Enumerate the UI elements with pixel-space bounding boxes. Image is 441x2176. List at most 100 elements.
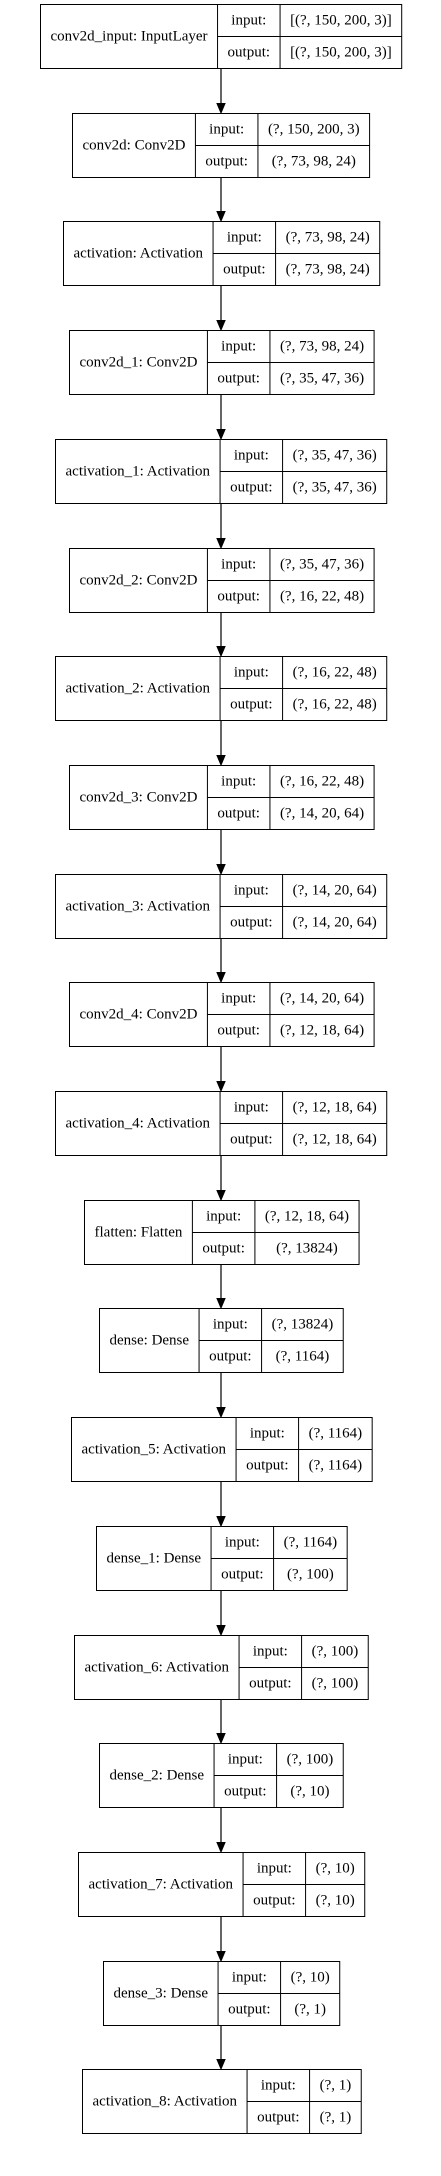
input-label: input: xyxy=(234,448,269,464)
layer-name: conv2d_input: InputLayer xyxy=(51,29,208,45)
output-shape: (?, 35, 47, 36) xyxy=(293,480,377,496)
output-label: output: xyxy=(246,1458,289,1474)
output-label: output: xyxy=(249,1676,292,1692)
edge-arrow xyxy=(216,1046,226,1093)
input-label: input: xyxy=(221,339,256,355)
input-label: input: xyxy=(206,1209,241,1225)
input-label: input: xyxy=(250,1426,285,1442)
layer-node: activation_4: Activation input: output: (?,… xyxy=(55,1091,388,1156)
layer-name: conv2d_4: Conv2D xyxy=(80,1007,198,1023)
output-label: output: xyxy=(217,1023,260,1039)
output-label: output: xyxy=(257,2110,300,2126)
layer-node: conv2d_2: Conv2D input: output: (?, 35, 47,… xyxy=(69,548,375,613)
edge-arrow xyxy=(216,1155,226,1202)
arrowhead-icon xyxy=(216,646,226,658)
input-label: input: xyxy=(261,2078,296,2094)
arrowhead-icon xyxy=(216,1516,226,1528)
arrowhead-icon xyxy=(216,1842,226,1854)
output-label: output: xyxy=(230,915,273,931)
output-shape: (?, 16, 22, 48) xyxy=(280,589,364,605)
input-label: input: xyxy=(225,1535,260,1551)
input-label: input: xyxy=(221,991,256,1007)
input-shape: [(?, 150, 200, 3)] xyxy=(290,13,392,29)
output-label: output: xyxy=(217,589,260,605)
input-shape: (?, 14, 20, 64) xyxy=(293,883,377,899)
input-shape: (?, 12, 18, 64) xyxy=(293,1100,377,1116)
output-shape: (?, 14, 20, 64) xyxy=(293,915,377,931)
input-shape: (?, 12, 18, 64) xyxy=(265,1209,349,1225)
layer-node: activation_1: Activation input: output: (?,… xyxy=(55,439,388,504)
layer-name: activation_4: Activation xyxy=(66,1116,211,1132)
layer-node: activation_6: Activation input: output: (?,… xyxy=(74,1635,369,1700)
input-shape: (?, 10) xyxy=(316,1861,355,1877)
layer-node: conv2d_4: Conv2D input: output: (?, 14, 20,… xyxy=(69,982,375,1047)
layer-node: activation_3: Activation input: output: (?,… xyxy=(55,874,388,939)
arrowhead-icon xyxy=(216,211,226,223)
input-shape: (?, 73, 98, 24) xyxy=(286,230,370,246)
layer-node: dense: Dense input: output: (?, 13824) (?, 1… xyxy=(99,1308,344,1373)
input-label: input: xyxy=(253,1644,288,1660)
output-shape: (?, 35, 47, 36) xyxy=(280,371,364,387)
input-shape: (?, 100) xyxy=(312,1644,359,1660)
output-label: output: xyxy=(228,2002,271,2018)
layer-name: activation_6: Activation xyxy=(85,1660,230,1676)
input-shape: (?, 35, 47, 36) xyxy=(293,448,377,464)
layer-name: activation_2: Activation xyxy=(66,681,211,697)
output-label: output: xyxy=(230,1132,273,1148)
output-label: output: xyxy=(202,1241,245,1257)
layer-name: activation_7: Activation xyxy=(89,1877,234,1893)
input-shape: (?, 73, 98, 24) xyxy=(280,339,364,355)
output-label: output: xyxy=(223,262,266,278)
edge-arrow xyxy=(216,1699,226,1745)
output-label: output: xyxy=(209,1349,252,1365)
arrowhead-icon xyxy=(216,103,226,115)
output-shape: (?, 100) xyxy=(312,1676,359,1692)
output-label: output: xyxy=(230,697,273,713)
output-label: output: xyxy=(228,45,271,61)
arrowhead-icon xyxy=(216,755,226,767)
output-label: output: xyxy=(230,480,273,496)
layer-node: dense_2: Dense input: output: (?, 100) (?, 1… xyxy=(99,1743,344,1808)
layer-name: activation_5: Activation xyxy=(82,1442,227,1458)
edges-layer xyxy=(216,68,226,2071)
layer-node: activation_8: Activation input: output: (?,… xyxy=(82,2069,362,2134)
layer-node: flatten: Flatten input: output: (?, 12, 18,… xyxy=(84,1200,360,1265)
input-label: input: xyxy=(221,774,256,790)
input-shape: (?, 35, 47, 36) xyxy=(280,557,364,573)
output-shape: (?, 12, 18, 64) xyxy=(280,1023,364,1039)
arrowhead-icon xyxy=(216,1407,226,1419)
layer-node: activation: Activation input: output: (?, 7… xyxy=(63,221,381,286)
edge-arrow xyxy=(216,720,226,767)
layer-node: conv2d_1: Conv2D input: output: (?, 73, 98,… xyxy=(69,330,375,395)
output-label: output: xyxy=(217,806,260,822)
output-label: output: xyxy=(205,154,248,170)
arrowhead-icon xyxy=(216,320,226,332)
output-shape: (?, 1) xyxy=(320,2110,352,2126)
input-label: input: xyxy=(234,665,269,681)
output-shape: (?, 16, 22, 48) xyxy=(293,697,377,713)
input-shape: (?, 1164) xyxy=(284,1535,338,1551)
arrowhead-icon xyxy=(216,1733,226,1745)
edge-arrow xyxy=(216,1264,226,1310)
output-shape: (?, 10) xyxy=(290,1784,329,1800)
layer-name: dense_3: Dense xyxy=(114,1986,209,2002)
layer-name: activation_3: Activation xyxy=(66,899,211,915)
input-label: input: xyxy=(257,1861,292,1877)
edge-arrow xyxy=(216,829,226,876)
edge-arrow xyxy=(216,938,226,984)
input-shape: (?, 13824) xyxy=(272,1317,334,1333)
input-label: input: xyxy=(234,1100,269,1116)
output-shape: (?, 14, 20, 64) xyxy=(280,806,364,822)
arrowhead-icon xyxy=(216,1625,226,1637)
output-shape: (?, 10) xyxy=(316,1893,355,1909)
output-label: output: xyxy=(221,1567,264,1583)
arrowhead-icon xyxy=(216,1951,226,1963)
input-label: input: xyxy=(213,1317,248,1333)
input-shape: (?, 10) xyxy=(291,1970,330,1986)
layer-node: activation_2: Activation input: output: (?,… xyxy=(55,656,388,721)
output-shape: (?, 100) xyxy=(287,1567,334,1583)
edge-arrow xyxy=(216,285,226,332)
edge-arrow xyxy=(216,503,226,550)
layer-name: conv2d_3: Conv2D xyxy=(80,790,198,806)
